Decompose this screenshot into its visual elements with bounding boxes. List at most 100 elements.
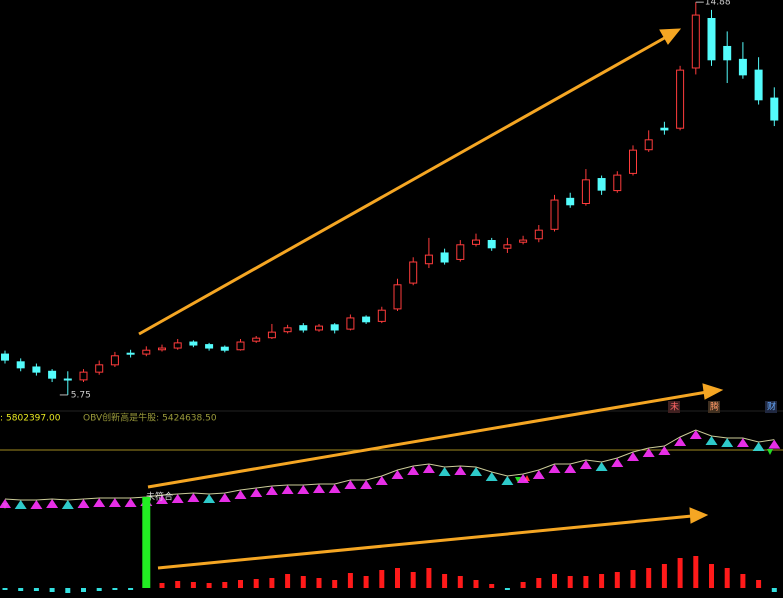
volume-bar [332,580,338,588]
arrow-shaft [138,34,669,336]
volume-bar [395,568,400,588]
legend-value: 5802397.00 [6,414,61,424]
candle-body [173,342,182,349]
candle-body [126,352,135,355]
candle-body [456,244,465,260]
volume-bar [771,588,777,592]
obv-spike [517,474,530,484]
volume-bar [142,497,151,588]
candle-body [377,309,386,322]
candle-body [676,69,685,129]
candle-body [597,178,606,191]
arrow-head [689,507,709,524]
obv-spike [375,475,388,485]
annotation: 腾 [710,401,719,413]
volume-bar [190,582,196,588]
candle-body [158,347,166,351]
obv-spike [61,500,74,510]
volume-bar [599,574,605,588]
obv-spike [360,480,373,490]
volume-bar [238,580,243,588]
volume-bar [693,556,699,588]
down-arrow [515,477,521,483]
candle-body [472,239,480,245]
candle-body [267,331,276,339]
candle-body [330,324,339,331]
volume-bar [18,588,24,591]
obv-spike [705,436,718,446]
volume-bar [504,588,510,590]
candle-body [32,366,41,373]
obv-spike [501,475,514,485]
obv-spike [297,485,310,495]
volume-bar [552,574,557,588]
candle-body [205,344,214,349]
candle-body [48,370,57,379]
obv-spike [564,464,577,474]
candle-body [440,252,449,263]
annotation: 未符合 [146,491,173,503]
obv-spike [407,465,420,475]
obv-spike [171,494,184,504]
obv-spike [187,493,200,503]
obv-spike [548,464,561,474]
down-arrow [767,449,773,455]
obv-spike [124,498,137,508]
obv-spike [485,471,498,481]
tag-box [708,401,720,413]
candle-body [629,149,637,174]
obv-spike [470,466,482,476]
volume-bar [379,570,385,588]
high-label: 14.88 [705,0,731,8]
obv-spike [0,499,11,509]
candle-body [142,349,151,355]
candle-body [613,174,622,192]
volume-bar [677,558,683,588]
candle-body [252,337,261,342]
volume-bar [614,572,620,588]
obv-spike [313,484,325,494]
volume-bar [410,572,416,588]
obv-spike [156,495,168,505]
candle-body [644,139,653,151]
volume-bar [81,588,86,592]
arrow-head [702,383,724,400]
obv-spike [438,466,451,476]
obv-spike [658,446,671,456]
obv-spike [736,437,749,447]
obv-spike [721,437,734,447]
obv-spike [234,490,247,500]
obv-spike [689,430,702,440]
candle-body [754,69,763,101]
candle-body [424,254,433,265]
volume-bar [2,588,8,590]
obv-spike [93,498,106,508]
obv-spike [595,461,608,471]
volume-bar [269,578,275,588]
candle-body [691,14,700,69]
volume-bar [316,578,322,588]
volume-bar [175,581,181,588]
candle-body [236,341,245,351]
candle-body [550,199,559,230]
obv-spike [674,436,687,446]
candle-body [487,239,496,249]
obv-spike [344,480,357,490]
volume-bar [96,588,102,591]
legend-value: 5424638.50 [162,414,217,424]
volume-bar [520,582,526,588]
obv-spike [422,464,435,474]
volume-bar [473,580,479,588]
candle-body [315,325,323,331]
obv-spike [454,465,467,475]
volume-bar [300,576,306,588]
volume-bar [536,578,542,588]
candle-body [723,45,732,61]
obv-spike [532,470,545,480]
obv-spike [14,500,27,510]
volume-bar [489,584,495,588]
tag-box [668,401,680,413]
volume-bar [661,564,667,588]
volume-bar [347,573,353,588]
